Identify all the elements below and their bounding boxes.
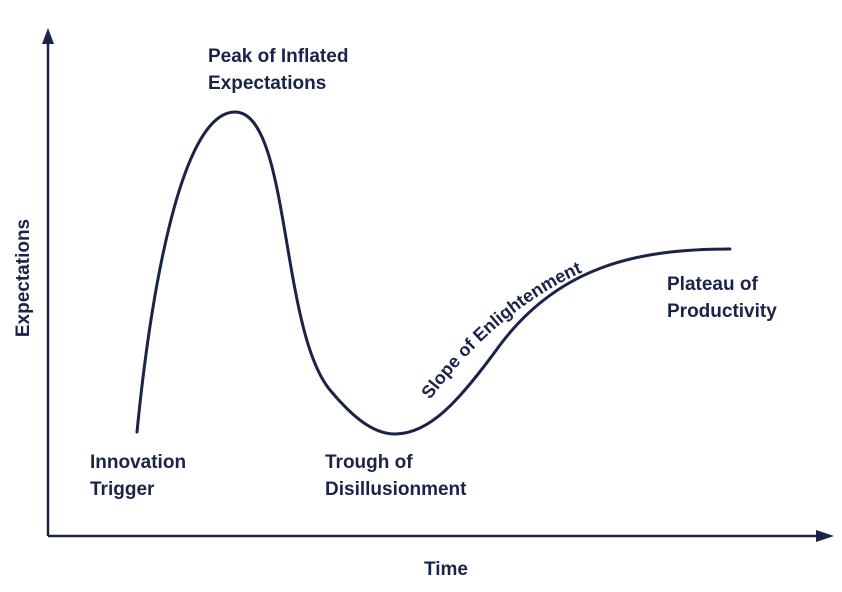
- innovation-label-line-1: Innovation: [90, 452, 187, 473]
- trough-label-line-1: Trough of: [325, 452, 413, 473]
- hype-curve: [135, 110, 732, 436]
- innovation-trigger-label: Innovation Trigger: [90, 449, 186, 503]
- slope-of-enlightenment-label: Slope of Enlightenment: [417, 258, 584, 403]
- plateau-label-line-2: Productivity: [667, 301, 777, 322]
- axes: [42, 28, 834, 542]
- x-axis-arrow-icon: [816, 530, 834, 542]
- plateau-of-productivity-label: Plateau of Productivity: [667, 271, 777, 325]
- plateau-label-line-1: Plateau of: [667, 274, 758, 295]
- peak-of-inflated-expectations-label: Peak of Inflated Expectations: [208, 43, 348, 97]
- innovation-label-line-2: Trigger: [90, 479, 155, 500]
- trough-of-disillusionment-label: Trough of Disillusionment: [325, 449, 466, 503]
- x-axis-label: Time: [424, 559, 469, 580]
- trough-label-line-2: Disillusionment: [325, 479, 467, 500]
- peak-label-line-1: Peak of Inflated: [208, 46, 349, 67]
- y-axis-arrow-icon: [42, 28, 54, 44]
- y-axis-label: Expectations: [13, 218, 34, 338]
- peak-label-line-2: Expectations: [208, 73, 327, 94]
